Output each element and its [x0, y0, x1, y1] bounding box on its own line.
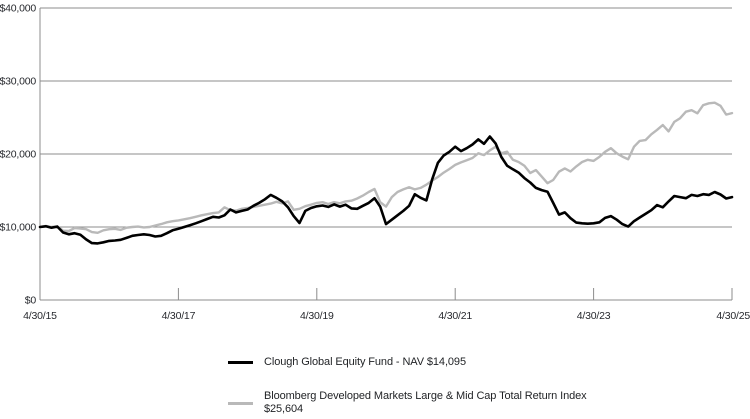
y-axis-tick-label: $0	[25, 295, 37, 307]
x-axis-tick-label: 4/30/25	[716, 310, 750, 322]
legend-item-index: Bloomberg Developed Markets Large & Mid …	[228, 390, 587, 417]
legend-label-index-name: Bloomberg Developed Markets Large & Mid …	[264, 389, 587, 402]
x-axis-tick-label: 4/30/19	[300, 310, 334, 322]
legend-label-index: Bloomberg Developed Markets Large & Mid …	[264, 390, 587, 417]
legend-label-fund: Clough Global Equity Fund - NAV $14,095	[264, 356, 466, 368]
legend-item-fund: Clough Global Equity Fund - NAV $14,095	[228, 356, 587, 370]
y-axis-tick-label: $30,000	[0, 76, 36, 88]
fund-nav-line	[38, 135, 734, 245]
index-line-swatch	[228, 401, 253, 405]
x-axis-tick-label: 4/30/21	[438, 310, 472, 322]
y-axis-tick-label: $10,000	[0, 222, 36, 234]
x-axis-tick-label: 4/30/23	[577, 310, 611, 322]
legend-label-index-value: $25,604	[264, 403, 304, 415]
y-axis-tick-label: $40,000	[0, 3, 36, 15]
fund-line-swatch	[228, 361, 253, 365]
chart-legend: Clough Global Equity Fund - NAV $14,095 …	[228, 356, 587, 417]
x-axis-tick-label: 4/30/17	[162, 310, 196, 322]
benchmark-index-line	[38, 101, 734, 235]
x-axis-tick-label: 4/30/15	[23, 310, 57, 322]
y-axis-tick-label: $20,000	[0, 149, 36, 161]
